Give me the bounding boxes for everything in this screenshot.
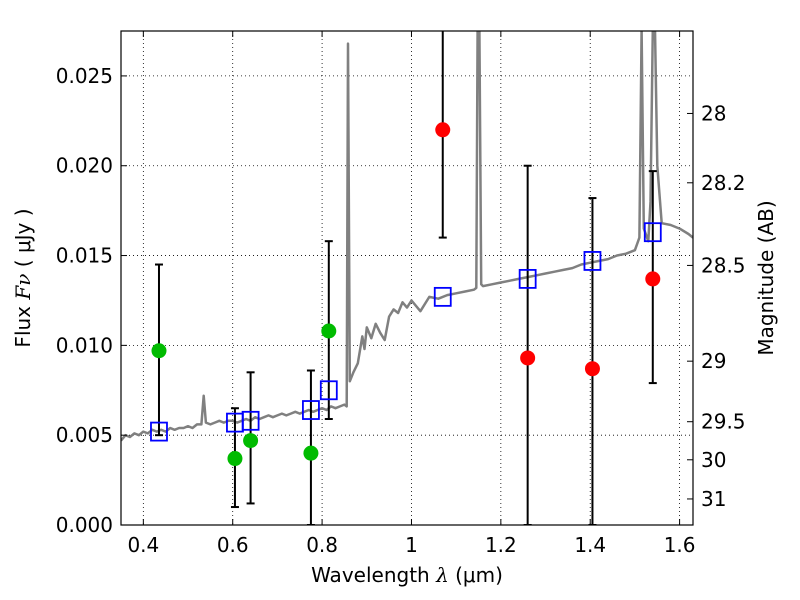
synthetic-photometry-square	[518, 268, 537, 289]
synthetic-photometry-square	[302, 400, 320, 420]
synthetic-photometry-square	[150, 421, 168, 442]
y2-tick-label: 28.5	[701, 253, 746, 277]
y2-tick-label: 28	[701, 101, 726, 125]
optical-detections-point	[303, 445, 319, 461]
y-tick-label: 0.010	[56, 333, 113, 357]
synthetic-photometry-square	[319, 380, 338, 401]
y-tick-label: 0.020	[56, 154, 113, 178]
x-tick-label: 1.2	[485, 533, 517, 557]
tick-labels: 0.4 0.6 0.8 1 1.2 1.4 1.6 0.000 0.005 0.010 0.015 0…	[56, 64, 746, 557]
y2-axis-label: Magnitude (AB)	[754, 200, 778, 355]
nir-detections-point	[645, 271, 661, 287]
plot-frame	[120, 30, 694, 526]
y-tick-label: 0.025	[56, 64, 113, 88]
synthetic-photometry-square	[433, 286, 452, 307]
y2-tick-label: 29	[701, 349, 726, 373]
x-tick-label: 1	[405, 533, 418, 557]
y-axis-label: Flux Fν ( μJy )	[11, 208, 35, 347]
x-tick-label: 0.6	[217, 533, 249, 557]
plot-area	[121, 31, 693, 525]
x-tick-label: 0.4	[127, 533, 159, 557]
x-tick-label: 0.8	[306, 533, 338, 557]
model-spectrum-line	[121, 31, 693, 442]
nir-detections-point	[520, 350, 536, 366]
y-tick-label: 0.005	[56, 423, 113, 447]
y-tick-label: 0.000	[56, 513, 113, 537]
y2-tick-label: 31	[701, 487, 726, 511]
x-tick-label: 1.4	[574, 533, 606, 557]
nir-detections-point	[584, 361, 600, 377]
y-tick-label: 0.015	[56, 244, 113, 268]
grid-lines	[121, 31, 693, 526]
synthetic-photometry-square	[643, 222, 662, 243]
y2-tick-label: 28.2	[701, 171, 746, 195]
synthetic-photometry-square	[241, 410, 260, 431]
x-tick-label: 1.6	[664, 533, 696, 557]
x-axis-label: Wavelength λ (μm)	[311, 563, 503, 587]
optical-detections-point	[243, 433, 259, 449]
optical-detections-point	[321, 323, 337, 339]
optical-detections-point	[151, 343, 167, 359]
axis-ticks	[121, 31, 693, 526]
y2-tick-label: 30	[701, 448, 726, 472]
synthetic-photometry-square	[583, 251, 602, 271]
optical-detections-point	[227, 451, 243, 467]
nir-detections-point	[435, 122, 451, 138]
y2-tick-label: 29.5	[701, 410, 746, 434]
